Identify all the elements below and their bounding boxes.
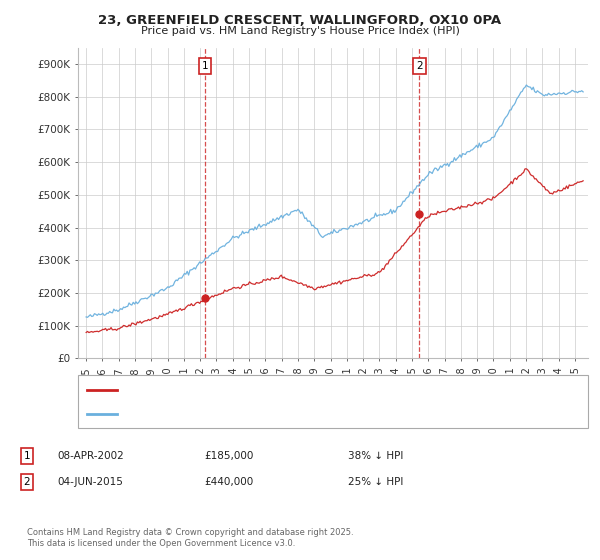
Text: 23, GREENFIELD CRESCENT, WALLINGFORD, OX10 0PA: 23, GREENFIELD CRESCENT, WALLINGFORD, OX… [98,14,502,27]
Text: 2: 2 [416,60,423,71]
Text: 25% ↓ HPI: 25% ↓ HPI [348,477,403,487]
Text: 1: 1 [23,451,31,461]
Text: Contains HM Land Registry data © Crown copyright and database right 2025.
This d: Contains HM Land Registry data © Crown c… [27,528,353,548]
Text: 23, GREENFIELD CRESCENT, WALLINGFORD, OX10 0PA (detached house): 23, GREENFIELD CRESCENT, WALLINGFORD, OX… [122,385,478,395]
Text: HPI: Average price, detached house, South Oxfordshire: HPI: Average price, detached house, Sout… [122,408,391,418]
Text: 08-APR-2002: 08-APR-2002 [57,451,124,461]
Text: 1: 1 [202,60,208,71]
Text: £185,000: £185,000 [204,451,253,461]
Text: £440,000: £440,000 [204,477,253,487]
Text: 04-JUN-2015: 04-JUN-2015 [57,477,123,487]
Text: Price paid vs. HM Land Registry's House Price Index (HPI): Price paid vs. HM Land Registry's House … [140,26,460,36]
Text: 38% ↓ HPI: 38% ↓ HPI [348,451,403,461]
Text: 2: 2 [23,477,31,487]
